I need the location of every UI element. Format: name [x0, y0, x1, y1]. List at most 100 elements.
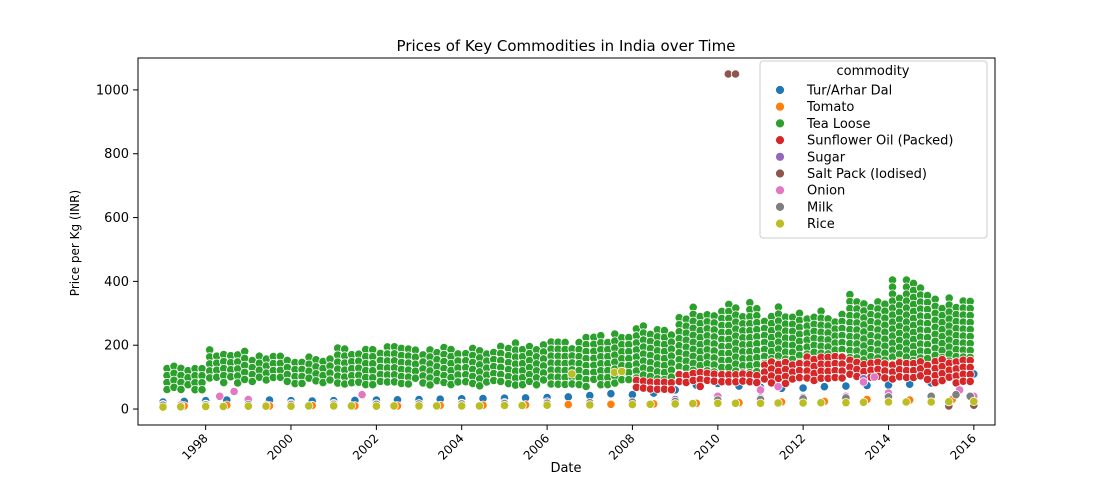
data-point — [282, 376, 292, 386]
data-point — [325, 375, 335, 385]
legend-marker — [775, 135, 785, 146]
legend-marker — [775, 101, 785, 112]
data-point — [247, 376, 257, 387]
data-point — [496, 376, 506, 386]
x-tick-label: 2014 — [862, 431, 893, 462]
x-axis-label: Date — [550, 461, 581, 476]
x-tick-label: 2012 — [777, 431, 808, 462]
y-axis-label: Price per Kg (INR) — [68, 190, 82, 296]
data-point — [346, 401, 356, 411]
data-point — [432, 401, 442, 411]
data-point — [798, 398, 808, 408]
data-point — [329, 401, 339, 411]
data-point — [755, 398, 766, 408]
legend-label: Rice — [807, 217, 835, 232]
data-point — [730, 398, 741, 408]
data-point — [542, 400, 552, 410]
data-point — [218, 401, 228, 412]
legend-marker — [775, 151, 785, 162]
data-point — [926, 397, 936, 407]
data-point — [563, 399, 573, 410]
legend-title: commodity — [836, 64, 909, 79]
data-point — [457, 401, 467, 411]
data-point — [922, 374, 933, 384]
legend-label: Tur/Arhar Dal — [806, 84, 892, 99]
data-point — [243, 401, 253, 411]
data-point — [176, 402, 186, 412]
data-point — [414, 401, 424, 411]
data-point — [841, 381, 851, 391]
data-point — [201, 401, 211, 412]
series-sunflower-oil-packed — [631, 351, 975, 395]
data-point — [841, 398, 851, 408]
y-axis: 0 200 400 600 800 1000 — [96, 83, 138, 418]
data-point — [499, 400, 510, 411]
data-point — [538, 375, 549, 385]
data-point — [368, 380, 378, 390]
x-tick-label: 2008 — [606, 431, 637, 462]
data-point — [837, 373, 847, 383]
data-point — [858, 397, 869, 407]
data-point — [219, 377, 229, 388]
data-point — [453, 377, 463, 387]
legend-label: Tea Loose — [806, 117, 871, 132]
data-point — [883, 397, 894, 407]
data-point — [816, 398, 826, 408]
data-point — [410, 373, 420, 383]
legend-label: Onion — [807, 184, 845, 199]
data-point — [425, 380, 435, 390]
data-point — [229, 386, 239, 397]
legend-label: Tomato — [806, 100, 854, 115]
y-tick-label: 0 — [121, 403, 129, 418]
data-point — [627, 399, 638, 410]
data-point — [773, 398, 783, 408]
data-point — [403, 379, 413, 389]
data-point — [240, 374, 250, 384]
x-tick-label: 2010 — [691, 431, 722, 462]
data-point — [371, 401, 381, 411]
x-axis: 1998 2000 2002 2004 2006 2008 2010 2012 2014 2016 — [179, 425, 979, 463]
data-point — [752, 377, 762, 388]
chart-title: Prices of Key Commodities in India over … — [397, 37, 736, 55]
x-tick-label: 1998 — [179, 431, 210, 462]
data-point — [261, 401, 271, 411]
x-tick-label: 2002 — [350, 431, 381, 462]
data-point — [901, 397, 911, 407]
data-point — [819, 382, 830, 392]
y-tick-label: 800 — [104, 147, 129, 162]
legend-label: Sunflower Oil (Packed) — [807, 134, 953, 149]
legend-marker — [775, 168, 785, 179]
data-point — [158, 402, 168, 412]
y-tick-label: 600 — [104, 211, 129, 226]
data-point — [606, 389, 616, 399]
x-tick-label: 2016 — [947, 431, 978, 462]
data-point — [567, 369, 577, 379]
data-point — [965, 376, 975, 386]
legend-marker — [775, 118, 785, 129]
data-point — [695, 381, 705, 391]
legend-marker — [775, 185, 785, 196]
data-point — [969, 396, 979, 406]
legend-marker — [775, 201, 785, 212]
plot-area — [158, 69, 979, 412]
plot-frame — [137, 57, 996, 426]
data-point — [585, 400, 595, 410]
data-point — [215, 391, 225, 401]
data-point — [755, 385, 766, 395]
data-point — [944, 397, 954, 407]
data-point — [713, 398, 723, 408]
data-point — [475, 381, 485, 391]
data-point — [197, 385, 207, 395]
data-point — [474, 401, 484, 411]
x-tick-label: 2006 — [521, 431, 552, 462]
x-tick-label: 2000 — [265, 431, 296, 462]
data-point — [297, 378, 307, 388]
y-tick-label: 400 — [104, 275, 129, 290]
x-tick-label: 2004 — [435, 431, 466, 462]
legend-label: Sugar — [807, 150, 846, 165]
data-point — [517, 400, 527, 411]
series-rice — [158, 366, 979, 412]
